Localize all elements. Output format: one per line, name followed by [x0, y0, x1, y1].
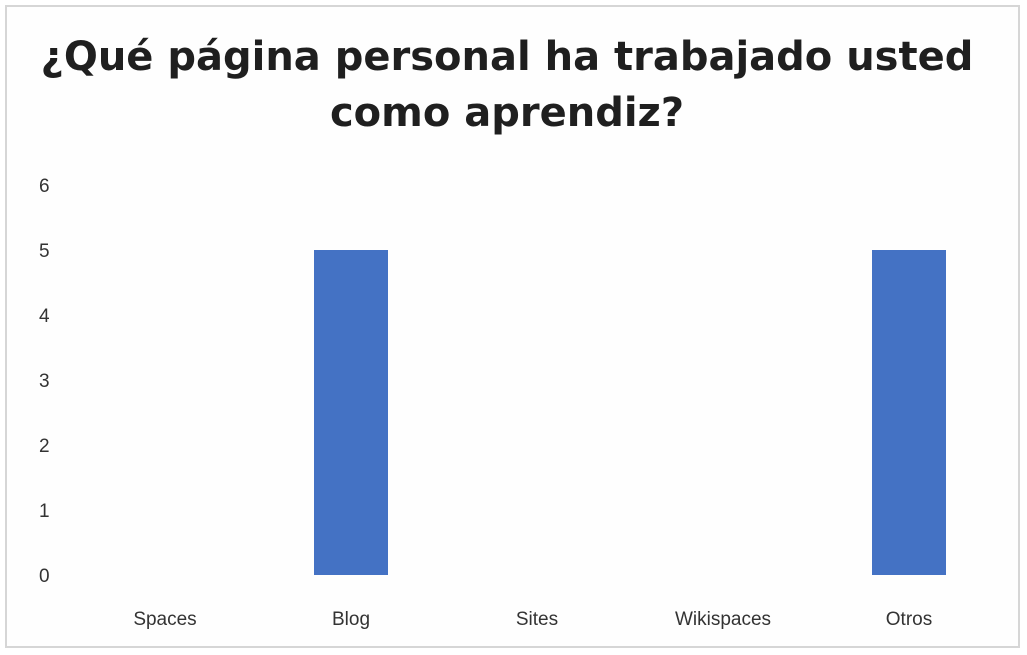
y-tick-label: 6	[39, 176, 50, 197]
y-tick-label: 1	[39, 501, 50, 522]
y-tick-label: 5	[39, 241, 50, 262]
bar-blog	[314, 250, 388, 575]
bar-chart: 0 1 2 3 4 5 6 Spaces Blog Sites Wikispaces Otros	[39, 176, 946, 630]
x-tick-label: Otros	[886, 609, 932, 630]
y-tick-label: 3	[39, 371, 50, 392]
x-tick-label: Spaces	[133, 609, 196, 630]
x-axis-labels: Spaces Blog Sites Wikispaces Otros	[133, 609, 932, 630]
y-axis-ticks: 0 1 2 3 4 5 6	[39, 176, 50, 587]
x-tick-label: Sites	[516, 609, 558, 630]
y-tick-label: 2	[39, 436, 50, 457]
bar-otros	[872, 250, 946, 575]
chart-frame: ¿Qué página personal ha trabajado usted …	[5, 5, 1020, 648]
bars	[314, 250, 946, 575]
y-tick-label: 4	[39, 306, 50, 327]
x-tick-label: Blog	[332, 609, 370, 630]
chart-title: ¿Qué página personal ha trabajado usted …	[40, 34, 974, 136]
x-tick-label: Wikispaces	[675, 609, 771, 630]
y-tick-label: 0	[39, 566, 50, 587]
